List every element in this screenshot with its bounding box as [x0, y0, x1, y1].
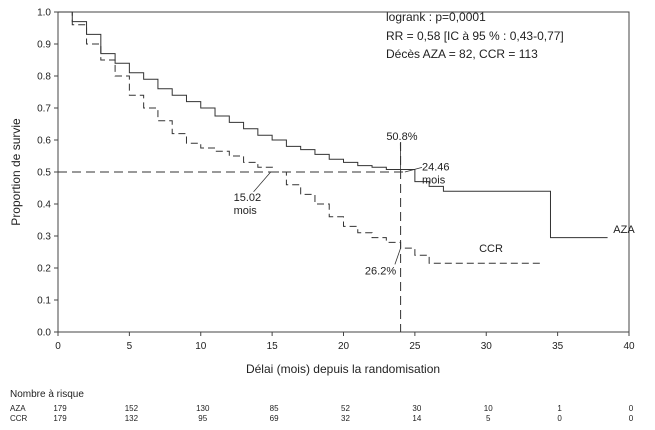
- annotation-leader-ccr-median: [253, 171, 272, 193]
- x-tick-label: 35: [552, 341, 564, 352]
- risk-count: 0: [629, 414, 634, 423]
- y-tick-label: 0.6: [37, 136, 51, 147]
- risk-count: 1: [557, 404, 562, 413]
- x-tick-label: 15: [267, 341, 279, 352]
- risk-count: 132: [125, 414, 139, 423]
- risk-count: 0: [629, 404, 634, 413]
- x-tick-label: 20: [338, 341, 350, 352]
- y-axis-title: Proportion de survie: [9, 118, 23, 226]
- annotation-leader-aza-median: [404, 167, 423, 173]
- risk-row-label-ccr: CCR: [10, 414, 28, 423]
- risk-count: 95: [198, 414, 207, 423]
- risk-count: 5: [486, 414, 491, 423]
- risk-count: 30: [412, 404, 421, 413]
- annotation-ccr-label: CCR: [479, 243, 503, 255]
- stats-rr: RR = 0,58 [IC à 95 % : 0,43-0,77]: [386, 29, 564, 43]
- y-tick-label: 0.4: [37, 200, 51, 211]
- y-tick-label: 1.0: [37, 8, 51, 19]
- x-tick-label: 0: [55, 341, 61, 352]
- risk-table-title: Nombre à risque: [10, 389, 84, 400]
- risk-table: Nombre à risque AZA CCR 179 152 130 85 52 30 1…: [10, 389, 634, 423]
- annotation-aza-pct: 50.8%: [386, 131, 417, 143]
- x-tick-label: 25: [409, 341, 421, 352]
- y-tick-label: 0.8: [37, 72, 51, 83]
- annotation-leader-ccr-pct: [394, 248, 401, 265]
- risk-count: 179: [53, 404, 67, 413]
- annotation-ccr-pct: 26.2%: [365, 265, 396, 277]
- series-layer: [58, 11, 608, 264]
- y-tick-label: 0.2: [37, 264, 51, 275]
- series-line-ccr: [58, 11, 544, 264]
- risk-count: 152: [125, 404, 139, 413]
- x-tick-label: 30: [481, 341, 493, 352]
- risk-count: 32: [341, 414, 350, 423]
- median-lines: [58, 142, 408, 332]
- y-tick-label: 0.5: [37, 168, 51, 179]
- x-tick-label: 40: [623, 341, 635, 352]
- x-tick-label: 5: [127, 341, 133, 352]
- series-line-aza: [58, 11, 608, 239]
- annotations: 24.46 mois 15.02 mois 50.8% 26.2% AZA CCR: [234, 131, 636, 277]
- risk-count: 130: [196, 404, 210, 413]
- y-tick-label: 0.7: [37, 104, 51, 115]
- risk-count: 14: [412, 414, 421, 423]
- y-tick-label: 0.3: [37, 232, 51, 243]
- risk-count: 10: [484, 404, 493, 413]
- axis-ticks: 0 5 10 15 20 25 30 35 40 0.0 0.1 0.2 0.3 0.4 0.5 0.6 0.7…: [37, 8, 635, 353]
- risk-count: 52: [341, 404, 350, 413]
- x-tick-label: 10: [195, 341, 207, 352]
- annotation-aza-label: AZA: [613, 224, 635, 236]
- risk-count: 85: [270, 404, 279, 413]
- y-tick-label: 0.0: [37, 328, 51, 339]
- risk-count: 69: [270, 414, 279, 423]
- risk-count: 0: [557, 414, 562, 423]
- stats-logrank: logrank : p=0,0001: [386, 10, 486, 24]
- x-axis-title: Délai (mois) depuis la randomisation: [246, 362, 440, 376]
- annotation-aza-median: 24.46 mois: [422, 161, 450, 186]
- annotation-ccr-median: 15.02 mois: [234, 192, 262, 217]
- stats-deaths: Décès AZA = 82, CCR = 113: [386, 47, 538, 61]
- y-tick-label: 0.1: [37, 296, 51, 307]
- risk-row-label-aza: AZA: [10, 404, 26, 413]
- risk-count: 179: [53, 414, 67, 423]
- y-tick-label: 0.9: [37, 40, 51, 51]
